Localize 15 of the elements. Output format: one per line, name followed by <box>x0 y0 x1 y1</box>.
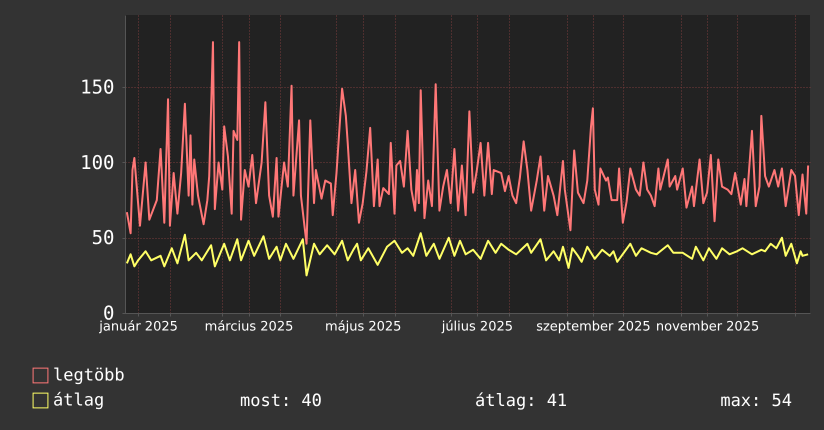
text: most: 40 <box>240 391 322 411</box>
x-tick-label: május 2025 <box>324 320 402 334</box>
legend-label: átlag <box>53 390 104 410</box>
y-tick-label: 50 <box>92 227 114 250</box>
text: max: 54 <box>720 391 792 411</box>
x-tick-label: március 2025 <box>204 320 294 334</box>
y-tick-label: 150 <box>80 76 114 99</box>
legend-label: legtöbb <box>53 366 125 386</box>
text: átlag: 41 <box>475 391 568 411</box>
line-series <box>126 232 810 276</box>
x-tick-label: július 2025 <box>440 320 514 334</box>
y-tick-label: 100 <box>80 152 114 174</box>
line-series <box>126 41 810 245</box>
x-tick-label: szeptember 2025 <box>536 320 651 334</box>
x-tick-label: november 2025 <box>656 320 760 334</box>
